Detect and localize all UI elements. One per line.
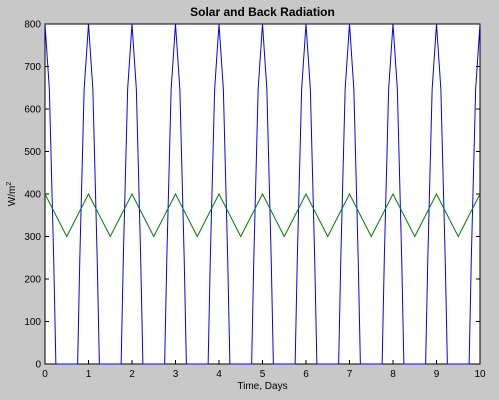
x-tick-label: 8 xyxy=(390,369,396,380)
x-tick-label: 0 xyxy=(42,369,48,380)
x-tick-label: 3 xyxy=(173,369,179,380)
series-line-back-radiation xyxy=(44,192,481,238)
x-axis-label: Time, Days xyxy=(237,381,287,392)
y-tick-label: 300 xyxy=(24,232,41,243)
y-tick-label: 400 xyxy=(24,190,41,201)
chart-title: Solar and Back Radiation xyxy=(190,5,335,19)
y-tick-label: 100 xyxy=(24,317,41,328)
y-tick-label: 200 xyxy=(24,275,41,286)
x-tick-label: 6 xyxy=(303,369,309,380)
x-tick-label: 2 xyxy=(129,369,135,380)
y-axis-label: W/m2 xyxy=(6,182,18,207)
x-tick-label: 7 xyxy=(347,369,353,380)
x-tick-label: 1 xyxy=(86,369,92,380)
series-layer xyxy=(44,23,481,365)
x-tick-label: 5 xyxy=(260,369,266,380)
series-line-solar xyxy=(44,23,481,365)
y-tick-label: 500 xyxy=(24,147,41,158)
y-axis-label-main: W/m xyxy=(7,186,18,207)
y-tick-label: 800 xyxy=(24,20,41,31)
x-tick-label: 9 xyxy=(434,369,440,380)
y-tick-label: 600 xyxy=(24,105,41,116)
y-axis-label-superscript: 2 xyxy=(6,182,13,186)
x-tick-label: 4 xyxy=(216,369,222,380)
y-tick-label: 700 xyxy=(24,62,41,73)
y-tick-label: 0 xyxy=(35,360,41,371)
x-tick-label: 10 xyxy=(474,369,486,380)
